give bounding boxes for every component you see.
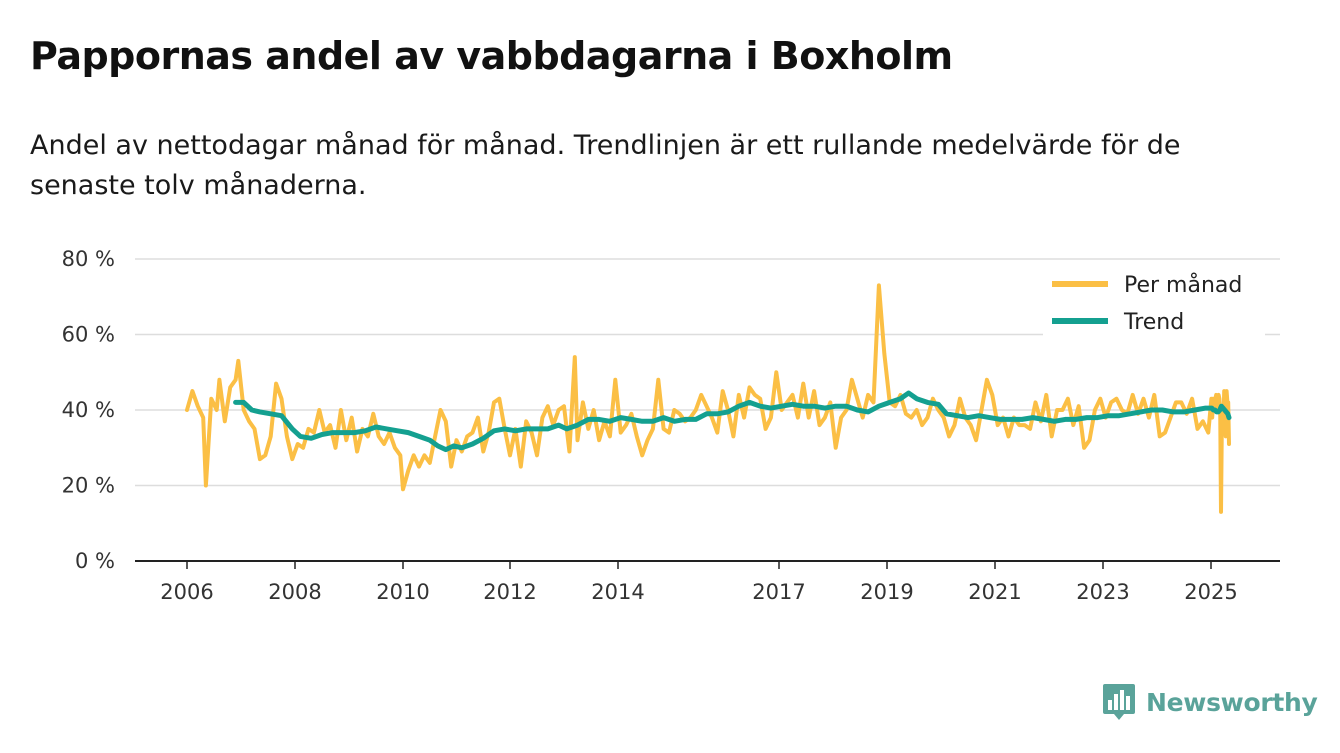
x-tick-label: 2010	[376, 580, 429, 604]
x-tick-label: 2019	[860, 580, 913, 604]
x-axis-ticks: 2006 2008 2010 2012 2014 2017 2019 2021 2023 2025	[160, 561, 1238, 604]
x-tick-label: 2012	[483, 580, 536, 604]
series-lines	[185, 283, 1232, 514]
y-tick-label: 0 %	[75, 549, 115, 573]
y-tick-label: 60 %	[62, 323, 115, 347]
x-tick-label: 2008	[268, 580, 321, 604]
x-tick-label: 2017	[752, 580, 805, 604]
legend-label-monthly: Per månad	[1124, 272, 1242, 298]
y-tick-label: 40 %	[62, 398, 115, 422]
chart-title: Pappornas andel av vabbdagarna i Boxholm	[30, 34, 953, 78]
series-line-trend	[233, 390, 1232, 453]
y-tick-label: 80 %	[62, 247, 115, 271]
x-tick-label: 2025	[1184, 580, 1237, 604]
y-axis-ticks: 0 % 20 % 40 % 60 % 80 %	[62, 247, 115, 573]
x-tick-label: 2014	[591, 580, 644, 604]
legend-label-trend: Trend	[1123, 310, 1184, 335]
x-tick-label: 2023	[1076, 580, 1129, 604]
newsworthy-logo: Newsworthy	[1102, 682, 1318, 722]
x-tick-label: 2021	[968, 580, 1021, 604]
y-tick-label: 20 %	[62, 474, 115, 498]
chart-legend: Per månad Trend	[1043, 262, 1265, 336]
brand-name: Newsworthy	[1146, 687, 1318, 717]
chart-subtitle: Andel av nettodagar månad för månad. Tre…	[30, 130, 1181, 201]
bar-chart-logo-icon	[1103, 684, 1135, 720]
x-tick-label: 2006	[160, 580, 213, 604]
